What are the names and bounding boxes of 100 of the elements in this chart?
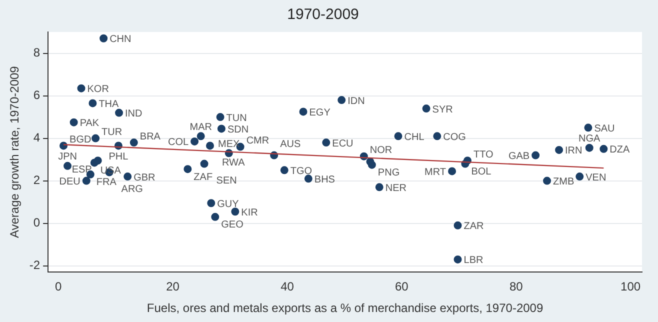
- x-tick-label: 80: [509, 280, 524, 294]
- point: [532, 151, 540, 160]
- x-tick-label: 40: [280, 280, 294, 294]
- point: [448, 167, 456, 176]
- x-tick-label: 0: [55, 280, 62, 294]
- annotation: EGY: [309, 107, 331, 118]
- annotation: THA: [98, 98, 120, 110]
- y-tick-label: 8: [33, 46, 40, 60]
- annotation: ZAR: [464, 221, 484, 232]
- point: [94, 156, 102, 165]
- annotation: KOR: [87, 84, 109, 96]
- chart-title: 1970-2009: [287, 6, 359, 24]
- point: [304, 174, 312, 183]
- y-tick-label: 4: [33, 130, 40, 145]
- annotation: RWA: [222, 157, 246, 168]
- y-axis-title: Average growth rate, 1970-2009: [8, 66, 22, 238]
- annotation: SEN: [216, 176, 237, 187]
- annotation: SAU: [594, 123, 615, 134]
- annotation: SYR: [432, 104, 453, 116]
- x-tick-label: 100: [620, 280, 641, 294]
- annotation: SDN: [227, 124, 249, 136]
- annotation: IDN: [348, 96, 365, 107]
- annotation: VEN: [586, 172, 606, 184]
- point: [64, 162, 72, 170]
- annotation: TGO: [290, 166, 312, 177]
- point: [130, 138, 138, 147]
- point: [433, 132, 442, 140]
- point: [422, 104, 430, 113]
- annotation: CHL: [404, 132, 425, 143]
- annotation: TUR: [102, 127, 122, 138]
- annotation: COG: [443, 132, 466, 143]
- annotation: IND: [125, 108, 142, 120]
- point: [88, 99, 97, 108]
- y-tick-label: 2: [33, 173, 40, 188]
- point: [543, 176, 552, 185]
- point: [584, 124, 592, 132]
- point: [207, 199, 216, 208]
- annotation: NER: [385, 182, 406, 194]
- annotation: ARG: [121, 184, 144, 196]
- annotation: BOL: [471, 166, 492, 178]
- annotation: BHS: [314, 174, 336, 186]
- point: [394, 132, 402, 140]
- point: [100, 34, 108, 42]
- annotation: NGA: [578, 134, 601, 145]
- point: [299, 108, 308, 116]
- annotation: DZA: [610, 144, 630, 156]
- annotation: KIR: [241, 207, 258, 218]
- point: [576, 172, 584, 181]
- annotation: MEX: [218, 138, 240, 150]
- annotation: JPN: [58, 152, 77, 163]
- annotation: TUN: [226, 112, 247, 124]
- annotation: ECU: [332, 138, 354, 150]
- point: [600, 144, 608, 153]
- point: [454, 255, 462, 264]
- point: [82, 176, 90, 185]
- annotation: CHN: [110, 34, 132, 46]
- point: [454, 221, 462, 230]
- point: [555, 146, 564, 154]
- annotation: TTO: [473, 149, 494, 160]
- annotation: MAR: [190, 122, 212, 133]
- point: [216, 113, 224, 122]
- point: [92, 134, 100, 142]
- point: [280, 166, 288, 174]
- point: [70, 118, 78, 126]
- y-tick-label: 0: [33, 216, 40, 230]
- annotation: IRN: [565, 146, 582, 157]
- annotation: AUS: [280, 139, 301, 150]
- point: [338, 96, 346, 104]
- annotation: NOR: [370, 145, 392, 156]
- annotation: LBR: [464, 255, 484, 266]
- annotation: GEO: [221, 220, 244, 231]
- annotation: DEU: [59, 176, 80, 188]
- point: [322, 138, 330, 147]
- point: [585, 144, 594, 152]
- annotation: GAB: [508, 151, 530, 162]
- annotation: ZAF: [194, 172, 213, 183]
- point: [190, 137, 199, 146]
- point: [217, 124, 226, 133]
- annotation: COL: [168, 137, 189, 148]
- x-tick-label: 60: [395, 280, 409, 294]
- x-axis-title: Fuels, ores and metals exports as a % of merchandise exports, 1970-2009: [146, 301, 544, 316]
- point: [211, 212, 220, 221]
- point: [206, 142, 214, 150]
- y-tick-label: 6: [33, 88, 40, 102]
- annotation: ZMB: [553, 176, 574, 188]
- point: [200, 160, 208, 168]
- annotation: MRT: [424, 166, 446, 178]
- annotation: GBR: [134, 172, 156, 184]
- annotation: GUY: [217, 198, 240, 210]
- point: [124, 172, 132, 181]
- y-tick-label: -2: [29, 258, 40, 272]
- point: [368, 160, 376, 169]
- annotation: PNG: [378, 168, 400, 179]
- point: [375, 183, 384, 192]
- point: [77, 84, 86, 92]
- annotation: PHL: [108, 151, 129, 162]
- annotation: CMR: [246, 136, 270, 147]
- annotation: BGD: [70, 134, 92, 146]
- x-tick-label: 20: [166, 280, 180, 294]
- point: [115, 108, 124, 117]
